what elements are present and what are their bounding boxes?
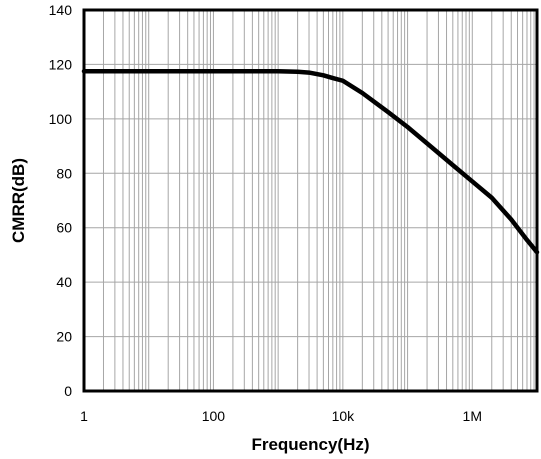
cmrr-series-line: [81, 68, 540, 255]
x-axis-title: Frequency(Hz): [251, 435, 369, 454]
y-tick-label: 140: [49, 2, 73, 18]
grid-lines: [84, 9, 537, 392]
y-tick-label: 120: [49, 56, 73, 72]
y-tick-label: 40: [56, 274, 72, 290]
x-tick-label: 1M: [463, 408, 482, 424]
x-tick-label: 100: [202, 408, 226, 424]
y-tick-label: 0: [64, 383, 72, 399]
y-tick-label: 60: [56, 220, 72, 236]
y-axis-title: CMRR(dB): [9, 158, 28, 243]
y-tick-label: 80: [56, 165, 72, 181]
x-axis-ticks: 1 100 10k 1M: [80, 408, 482, 424]
y-tick-label: 20: [56, 329, 72, 345]
x-tick-label: 10k: [332, 408, 356, 424]
y-axis-ticks: 0 20 40 60 80 100 120 140: [49, 2, 73, 399]
y-tick-label: 100: [49, 111, 73, 127]
plot-frame: [82, 8, 539, 393]
x-tick-label: 1: [80, 408, 88, 424]
